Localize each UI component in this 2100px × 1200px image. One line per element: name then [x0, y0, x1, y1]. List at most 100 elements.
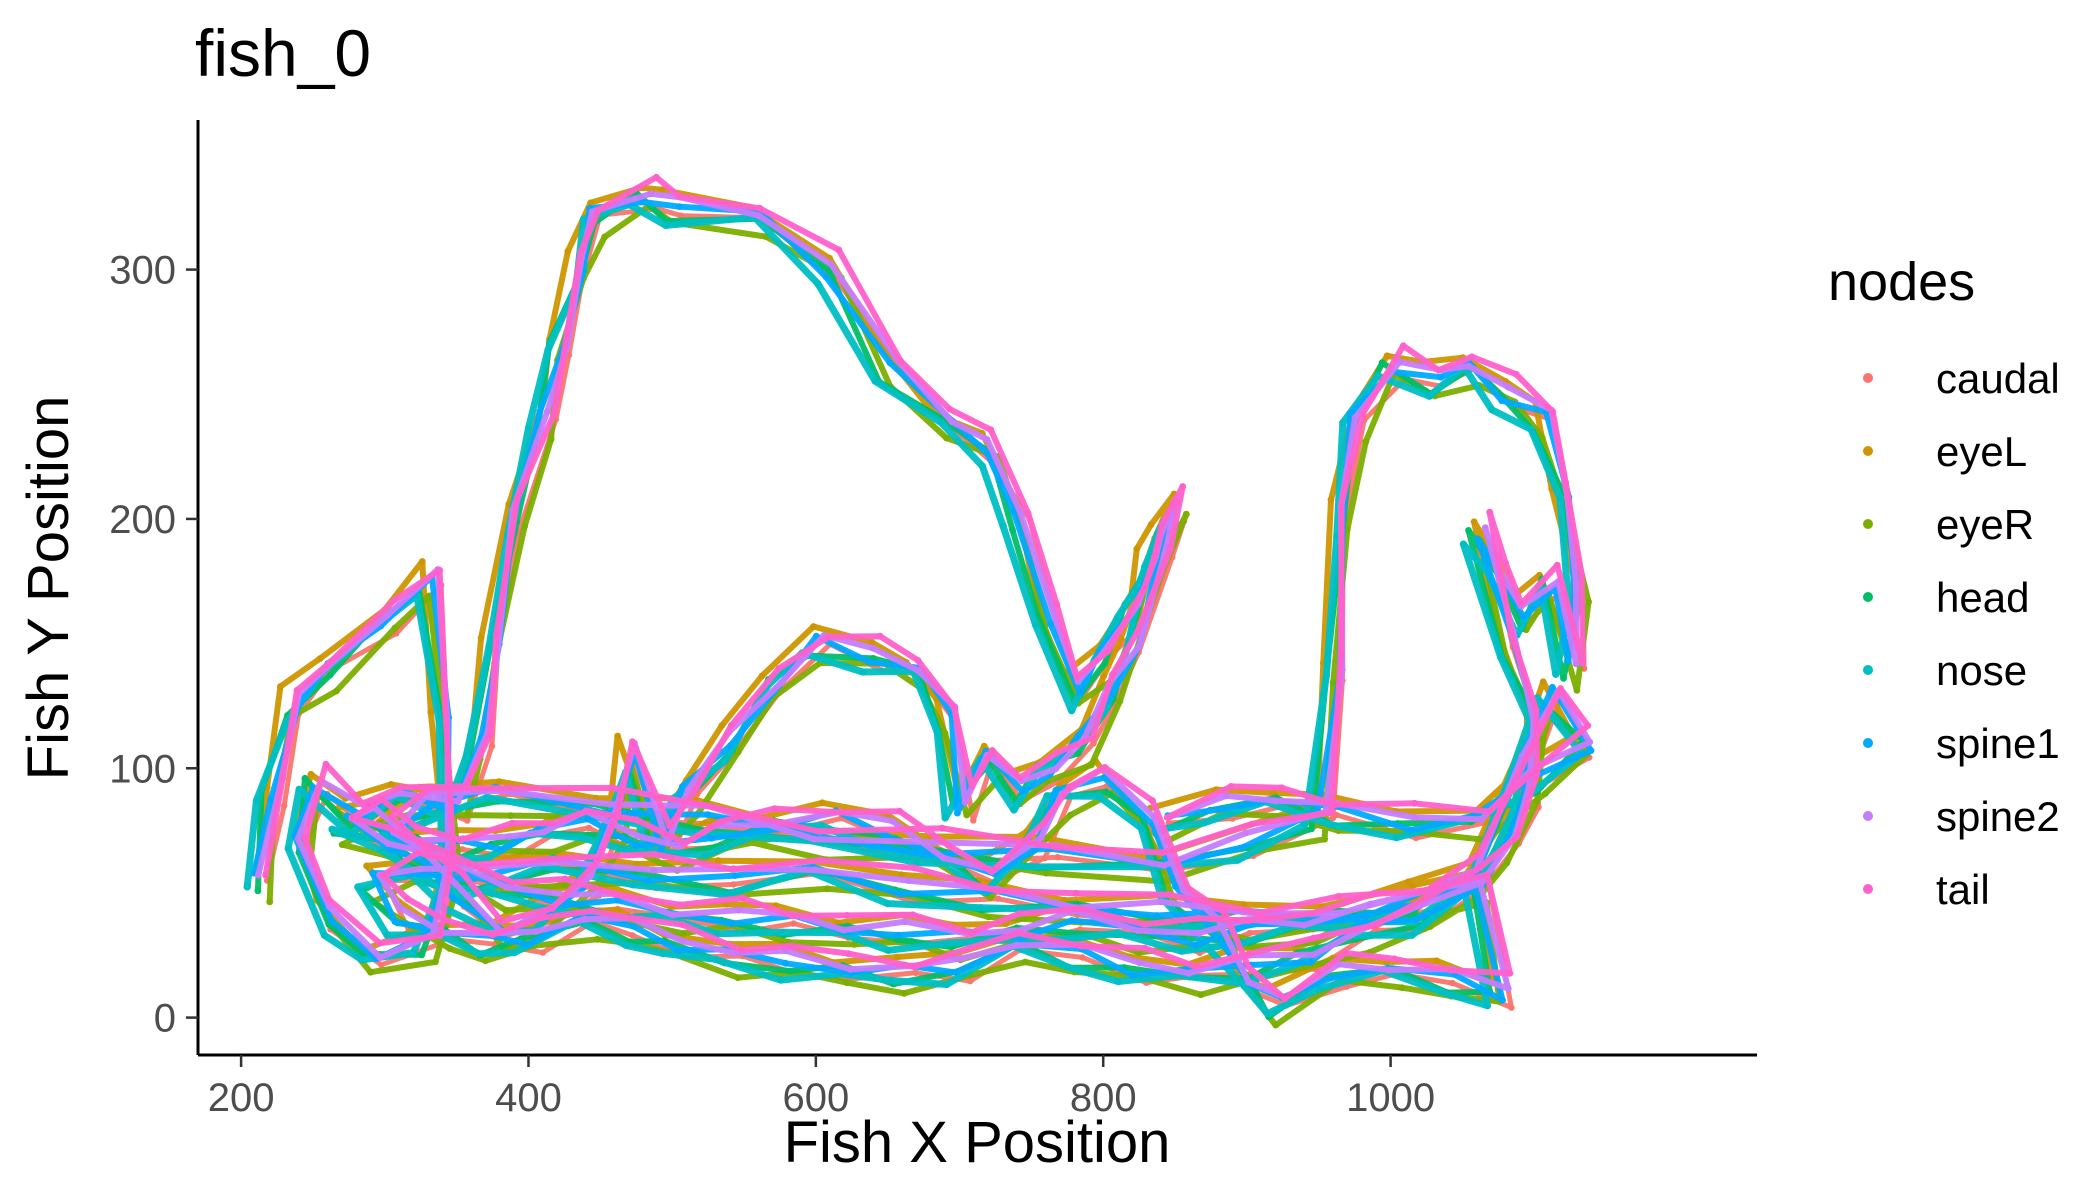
data-point-spine1 — [1327, 974, 1335, 982]
data-point-eyeR — [446, 945, 454, 952]
data-point-spine2 — [1245, 978, 1253, 986]
data-point-nose — [1203, 944, 1212, 952]
data-point-tail — [548, 820, 556, 827]
data-point-eyeR — [679, 930, 687, 937]
data-point-tail — [1578, 571, 1586, 579]
data-point-spine2 — [396, 904, 404, 911]
data-point-spine2 — [383, 612, 391, 620]
data-point-caudal — [1041, 854, 1049, 862]
data-point-spine2 — [647, 190, 654, 198]
data-point-spine2 — [540, 828, 548, 836]
data-point-head — [1560, 675, 1567, 682]
data-point-nose — [662, 221, 670, 229]
data-point-nose — [1234, 856, 1242, 864]
data-point-spine1 — [1031, 846, 1039, 854]
data-point-spine1 — [1336, 916, 1344, 923]
data-point-tail — [293, 686, 301, 694]
data-point-eyeL — [658, 186, 666, 194]
data-point-tail — [627, 914, 635, 922]
data-point-eyeL — [1433, 957, 1441, 965]
data-point-spine1 — [674, 946, 682, 954]
data-point-spine1 — [782, 959, 790, 967]
data-point-nose — [1459, 540, 1467, 548]
data-point-nose — [320, 931, 328, 939]
data-point-tail — [965, 944, 973, 952]
data-point-spine2 — [634, 832, 642, 840]
data-point-caudal — [967, 977, 974, 985]
data-point-eyeR — [333, 687, 340, 695]
data-point-tail — [1562, 478, 1569, 486]
data-point-tail — [629, 738, 636, 746]
data-point-head — [1102, 788, 1110, 796]
data-point-caudal — [488, 743, 496, 750]
data-point-tail — [1419, 896, 1427, 904]
data-point-tail — [1133, 628, 1141, 636]
data-point-eyeL — [307, 770, 315, 778]
data-point-spine2 — [384, 840, 392, 848]
data-point-head — [1308, 825, 1315, 833]
data-point-eyeL — [614, 907, 622, 914]
data-point-head — [1009, 526, 1016, 534]
data-point-spine2 — [840, 926, 847, 934]
legend-key-eyeL — [1863, 446, 1873, 456]
data-point-nose — [1240, 982, 1248, 990]
data-point-tail — [449, 844, 457, 852]
data-point-nose — [1392, 834, 1401, 842]
data-point-spine1 — [449, 894, 457, 902]
legend-key-spine1 — [1863, 738, 1873, 748]
data-point-tail — [1534, 764, 1542, 772]
data-point-tail — [1370, 921, 1378, 929]
data-point-nose — [817, 821, 825, 830]
data-point-nose — [1065, 963, 1073, 972]
data-point-tail — [404, 895, 411, 903]
data-point-caudal — [790, 920, 797, 927]
data-point-tail — [681, 839, 689, 847]
data-point-tail — [775, 665, 783, 672]
legend-key-nose — [1863, 665, 1873, 675]
data-point-eyeR — [1329, 679, 1337, 686]
data-point-tail — [440, 916, 448, 923]
data-point-nose — [1114, 613, 1122, 621]
legend-label-caudal: caudal — [1936, 355, 2060, 402]
data-point-nose — [510, 949, 518, 957]
data-point-spine1 — [1172, 883, 1179, 890]
legend-key-head — [1863, 592, 1873, 602]
data-point-nose — [462, 752, 470, 760]
data-point-head — [254, 887, 262, 895]
data-point-nose — [884, 900, 892, 908]
data-point-nose — [1114, 929, 1122, 937]
data-point-nose — [1408, 931, 1416, 939]
data-point-eyeL — [1470, 518, 1478, 526]
data-point-eyeR — [482, 957, 489, 965]
data-point-eyeR — [562, 882, 570, 889]
data-point-eyeR — [1021, 958, 1029, 966]
data-point-tail — [1532, 706, 1540, 714]
data-point-tail — [1163, 814, 1171, 821]
data-point-spine1 — [584, 815, 592, 823]
data-point-spine2 — [376, 954, 384, 961]
data-point-tail — [489, 931, 497, 939]
data-point-nose — [814, 280, 822, 288]
data-point-eyeL — [894, 953, 901, 961]
data-point-tail — [359, 800, 366, 808]
data-point-nose — [933, 728, 941, 736]
data-point-eyeL — [1240, 901, 1248, 908]
data-point-caudal — [912, 969, 919, 976]
data-point-eyeR — [507, 812, 514, 819]
data-point-spine1 — [1074, 732, 1082, 740]
data-point-spine1 — [675, 203, 683, 211]
data-point-eyeR — [1042, 869, 1050, 877]
data-point-spine1 — [369, 869, 376, 877]
data-point-tail — [612, 891, 620, 898]
data-point-eyeL — [387, 781, 395, 788]
data-point-tail — [414, 849, 422, 857]
data-point-tail — [679, 921, 686, 929]
data-point-nose — [779, 928, 787, 936]
data-point-spine2 — [940, 854, 948, 862]
data-point-eyeR — [521, 523, 528, 530]
data-point-spine1 — [731, 872, 739, 879]
data-point-spine2 — [678, 937, 686, 945]
data-point-tail — [1016, 910, 1023, 917]
data-point-spine1 — [657, 846, 665, 854]
data-point-spine2 — [1185, 969, 1193, 977]
